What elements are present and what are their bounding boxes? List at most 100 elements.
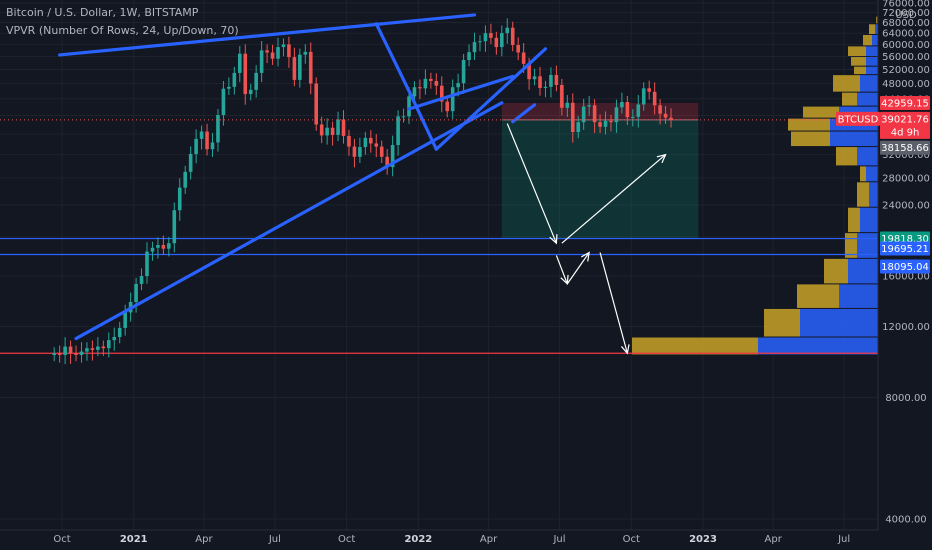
price-tick-label: 12000.00 — [882, 322, 930, 333]
candle-body — [221, 88, 226, 116]
candle-body — [85, 348, 89, 352]
candle-body — [287, 44, 291, 58]
price-tick-label: 56000.00 — [882, 52, 930, 63]
time-tick-label: Oct — [53, 534, 70, 545]
projection-arrow-head — [581, 251, 590, 262]
price-tick-label: 16000.00 — [882, 272, 930, 283]
candle-body — [308, 51, 313, 84]
candle-body — [652, 91, 657, 106]
candle-body — [521, 52, 526, 64]
candle-body — [265, 50, 269, 53]
time-tick-label: Jul — [552, 534, 565, 545]
price-tick-label: 8000.00 — [885, 393, 926, 404]
candle-body — [461, 59, 466, 84]
time-tick-label: Apr — [195, 534, 213, 545]
trendline — [58, 13, 477, 57]
candle-body — [276, 47, 280, 59]
time-tick-label: Jul — [837, 534, 850, 545]
volume-profile-down-bar — [764, 308, 800, 337]
candle-body — [669, 117, 673, 120]
candle-body — [292, 57, 297, 80]
price-badge-text: BTCUSD — [838, 114, 879, 125]
candle-body — [647, 88, 651, 92]
price-tick-label: 76000.00 — [882, 0, 930, 10]
time-tick-label: Jul — [268, 534, 281, 545]
projection-arrow — [555, 255, 568, 285]
candle-body — [117, 327, 122, 338]
candle-body — [412, 87, 417, 97]
price-tick-label: 60000.00 — [882, 40, 930, 51]
volume-profile-up-bar — [875, 24, 878, 34]
volume-profile-up-bar — [857, 233, 878, 258]
volume-profile-down-bar — [863, 34, 872, 46]
price-badge — [880, 111, 930, 126]
price-tick-label: 68000.00 — [882, 18, 930, 29]
candle-body — [123, 312, 127, 328]
candle-body — [516, 45, 520, 53]
candle-body — [194, 138, 198, 155]
candle-body — [112, 337, 117, 341]
candle-body — [205, 131, 209, 150]
price-tick-label: 28000.00 — [882, 173, 930, 184]
candle-body — [500, 33, 504, 48]
candle-body — [336, 119, 340, 135]
candle-body — [467, 52, 471, 60]
volume-profile-down-bar — [851, 57, 866, 66]
price-badge — [836, 111, 880, 126]
candle-body — [210, 142, 215, 150]
candle-body — [592, 105, 597, 123]
candle-body — [390, 144, 395, 168]
take-profit-zone — [501, 119, 699, 239]
volume-profile-down-bar — [857, 182, 869, 207]
volume-profile-up-bar — [872, 34, 878, 46]
price-badge — [880, 241, 930, 256]
volume-profile-down-bar — [845, 233, 857, 258]
volume-profile-up-bar — [866, 66, 878, 75]
volume-profile-up-bar — [866, 46, 878, 57]
candle-body — [270, 52, 275, 59]
volume-profile-down-bar — [876, 16, 878, 24]
candle-body — [281, 44, 286, 48]
time-tick-label: 2023 — [689, 534, 717, 545]
candle-body — [139, 276, 144, 284]
candle-body — [303, 51, 308, 55]
time-tick-label: Oct — [623, 534, 640, 545]
candle-body — [79, 351, 84, 355]
candle-body — [418, 87, 422, 89]
price-badge-text: 4d 9h — [891, 127, 920, 138]
candle-body — [598, 122, 602, 127]
projection-arrow — [561, 154, 666, 244]
candle-body — [369, 137, 373, 144]
trendline — [407, 74, 515, 111]
candle-body — [161, 245, 166, 249]
candle-body — [565, 102, 570, 108]
candle-body — [352, 146, 357, 157]
volume-profile-down-bar — [854, 66, 866, 75]
candle-body — [243, 53, 248, 95]
projection-arrow-head — [549, 234, 558, 245]
candle-body — [385, 156, 389, 168]
candle-body — [472, 42, 477, 53]
candle-body — [363, 137, 368, 148]
candle-body — [101, 346, 106, 349]
candle-body — [543, 86, 548, 88]
candle-body — [554, 74, 559, 85]
candle-body — [254, 72, 258, 90]
volume-profile-down-bar — [869, 24, 875, 34]
candle-body — [581, 106, 586, 123]
projection-arrow — [566, 252, 590, 285]
volume-profile-down-bar — [836, 147, 857, 166]
candle-body — [330, 127, 335, 135]
volume-profile-down-bar — [803, 106, 839, 118]
candle-body — [396, 116, 400, 145]
candle-body — [347, 135, 351, 147]
volume-profile-down-bar — [860, 166, 866, 182]
candle-body — [325, 127, 329, 136]
candle-body — [237, 53, 242, 73]
projection-arrow-head — [656, 153, 667, 164]
price-badge-text: 19818.30 — [881, 234, 929, 245]
candle-body — [570, 102, 575, 133]
candle-body — [156, 245, 160, 248]
candle-body — [549, 74, 553, 87]
